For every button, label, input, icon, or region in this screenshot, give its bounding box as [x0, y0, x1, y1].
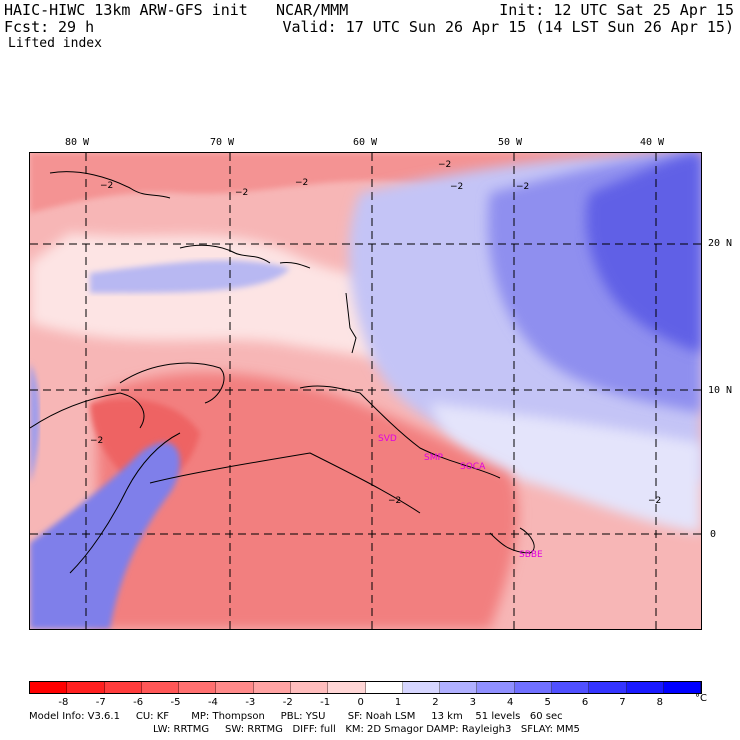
color-swatch	[514, 682, 552, 693]
station-label-soca: SOCA	[460, 462, 486, 472]
color-swatch	[30, 682, 68, 693]
contour-label: −2	[295, 178, 308, 188]
lon-tick-80w: 80 W	[65, 137, 90, 148]
color-scale-tick-label: 8	[656, 697, 663, 708]
color-scale-bar	[29, 681, 702, 694]
color-swatch	[663, 682, 702, 693]
color-scale-tick-label: -1	[320, 697, 331, 708]
hispaniola-coast	[179, 244, 271, 264]
stable-region-core	[586, 153, 701, 353]
color-swatch	[141, 682, 180, 693]
model-info-line1: Model Info: V3.6.1 CU: KF MP: Thompson P…	[29, 711, 563, 722]
color-scale-tick-label: -3	[245, 697, 256, 708]
field-name: Lifted index	[8, 36, 102, 51]
lat-tick-equator: 0	[710, 529, 717, 540]
lon-tick-50w: 50 W	[498, 137, 523, 148]
color-scale-tick-label: 0	[357, 697, 364, 708]
cuba-coast	[49, 171, 171, 199]
color-swatch	[365, 682, 403, 693]
pacific-stable-strip	[30, 442, 180, 629]
interior-boundary	[149, 452, 421, 514]
color-scale-tick-label: 2	[432, 697, 439, 708]
color-swatch	[477, 682, 515, 693]
guiana-coast	[299, 385, 501, 479]
contour-label: −2	[90, 436, 103, 446]
caribbean-stable-strip	[90, 260, 290, 293]
forecast-label: Fcst:	[4, 18, 50, 36]
station-label-smp: SMP	[424, 453, 443, 463]
color-scale-tick-label: -4	[207, 697, 218, 708]
forecast-hour: 29 h	[58, 18, 95, 36]
color-scale-tick-label: -6	[133, 697, 144, 708]
venezuela-north-coast	[119, 362, 225, 404]
init-time: Init: 12 UTC Sat 25 Apr 15	[499, 1, 734, 19]
contour-label: −2	[235, 188, 248, 198]
model-title: HAIC-HIWC 13km ARW-GFS init	[4, 1, 248, 19]
color-scale-tick-label: 5	[544, 697, 551, 708]
puerto-rico-coast	[279, 262, 311, 269]
color-swatch	[402, 682, 441, 693]
station-label-svd: SVD	[378, 434, 397, 444]
unit-label: °C	[695, 693, 707, 704]
org-label: NCAR/MMM	[276, 1, 349, 19]
lat-tick-10n: 10 N	[708, 385, 733, 396]
coastlines	[30, 171, 535, 574]
color-scale-tick-label: -7	[95, 697, 106, 708]
color-scale-tick-label: -8	[58, 697, 69, 708]
contour-labels: −2 −2 −2 −2 −2 −2 −2 −2 −2	[90, 160, 661, 506]
color-swatch	[216, 682, 254, 693]
equatorial-light-band	[430, 403, 701, 533]
color-scale-tick-label: -5	[170, 697, 181, 708]
color-scale-tick-label: 7	[619, 697, 626, 708]
color-swatch	[328, 682, 366, 693]
color-scale-tick-label: 1	[394, 697, 402, 708]
lat-tick-20n: 20 N	[708, 238, 733, 249]
contour-label: −2	[648, 496, 661, 506]
contour-label: −2	[388, 496, 401, 506]
color-swatch	[626, 682, 664, 693]
color-swatch	[67, 682, 105, 693]
color-scale-tick-label: 3	[469, 697, 477, 708]
lifted-index-map: −2 −2 −2 −2 −2 −2 −2 −2 −2 SVD SMP SOCA …	[29, 152, 702, 630]
contour-label: −2	[516, 182, 529, 192]
andes-west-coast	[69, 432, 181, 574]
color-scale-tick-label: 4	[507, 697, 514, 708]
lat-lon-grid	[30, 153, 701, 629]
color-swatch	[440, 682, 478, 693]
map-canvas: −2 −2 −2 −2 −2 −2 −2 −2 −2	[30, 153, 701, 629]
lon-tick-70w: 70 W	[210, 137, 235, 148]
model-info-line2: LW: RRTMG SW: RRTMG DIFF: full KM: 2D Sm…	[153, 724, 580, 735]
lesser-antilles	[345, 292, 357, 354]
lon-tick-40w: 40 W	[640, 137, 665, 148]
color-swatch	[253, 682, 291, 693]
color-scale-tick-label: -2	[282, 697, 293, 708]
station-label-sbbe: SBBE	[519, 550, 543, 560]
lon-tick-60w: 60 W	[353, 137, 378, 148]
color-scale-tick-label: 6	[581, 697, 589, 708]
amazon-delta	[489, 527, 535, 554]
color-swatch	[589, 682, 627, 693]
color-swatch	[104, 682, 142, 693]
western-edge-stable	[30, 363, 40, 483]
color-swatch	[179, 682, 217, 693]
panama-colombia-coast	[30, 392, 145, 429]
color-swatch	[551, 682, 590, 693]
valid-time: Valid: 17 UTC Sun 26 Apr 15 (14 LST Sun …	[282, 18, 734, 36]
contour-label: −2	[438, 160, 451, 170]
color-swatch	[290, 682, 329, 693]
contour-label: −2	[100, 181, 113, 191]
contour-label: −2	[450, 182, 463, 192]
